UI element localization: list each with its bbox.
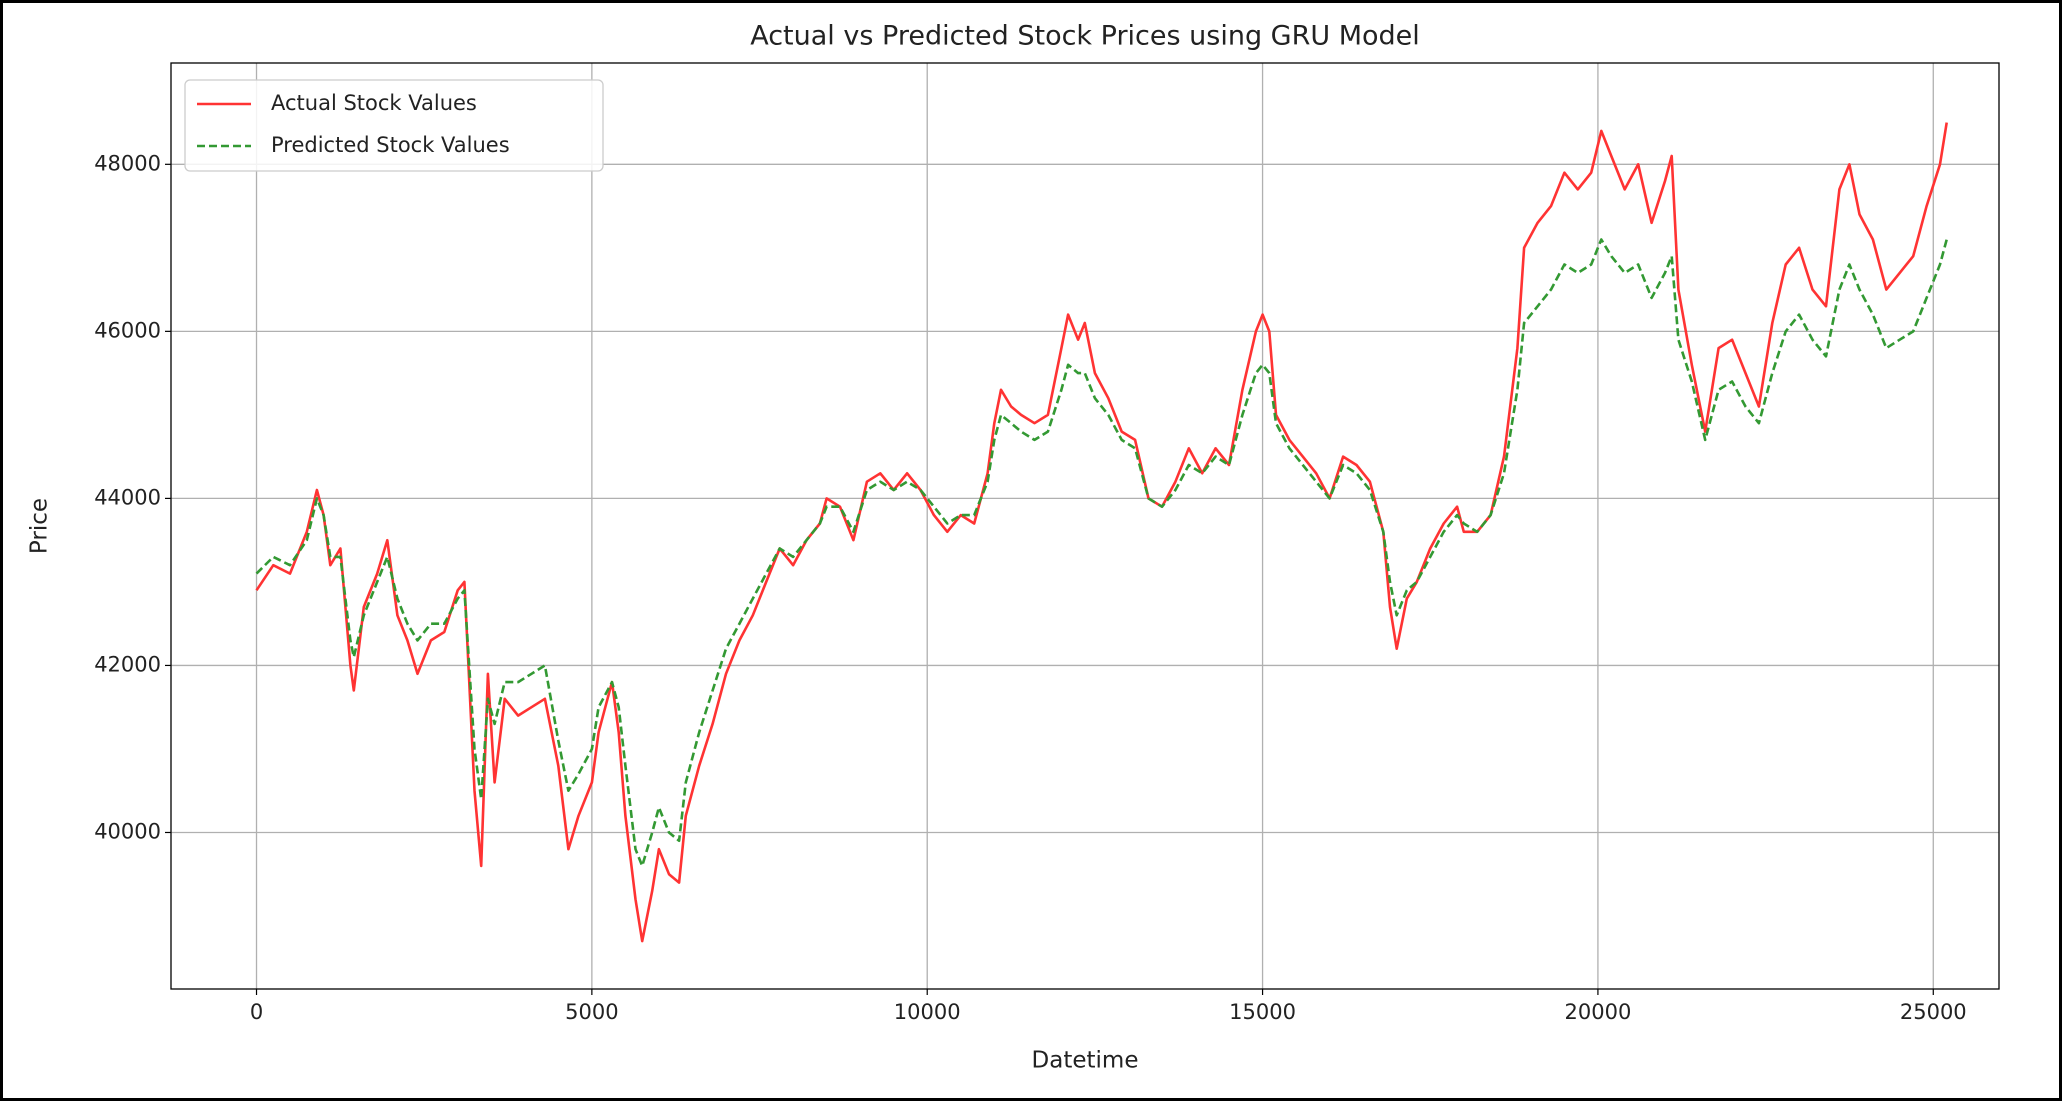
x-tick-label: 10000: [894, 1000, 961, 1024]
y-tick-label: 48000: [94, 151, 161, 175]
chart-title: Actual vs Predicted Stock Prices using G…: [750, 21, 1420, 52]
x-axis-label: Datetime: [1032, 1048, 1139, 1074]
data-line: [255, 238, 1948, 868]
legend-label: Actual Stock Values: [271, 91, 477, 115]
data-line: [255, 122, 1948, 943]
y-tick-label: 46000: [94, 318, 161, 342]
x-tick-label: 5000: [565, 1000, 618, 1024]
x-tick-label: 0: [250, 1000, 263, 1024]
y-tick-label: 40000: [94, 819, 161, 843]
y-tick-label: 44000: [94, 485, 161, 509]
figure-background: [3, 3, 2059, 1098]
y-axis-label: Price: [27, 498, 53, 554]
legend-label: Predicted Stock Values: [271, 133, 510, 157]
x-tick-label: 20000: [1565, 1000, 1632, 1024]
plot-frame: [170, 62, 2000, 990]
y-tick-label: 42000: [94, 652, 161, 676]
x-tick-label: 15000: [1229, 1000, 1296, 1024]
x-tick-label: 25000: [1900, 1000, 1967, 1024]
legend-box: [184, 79, 604, 172]
